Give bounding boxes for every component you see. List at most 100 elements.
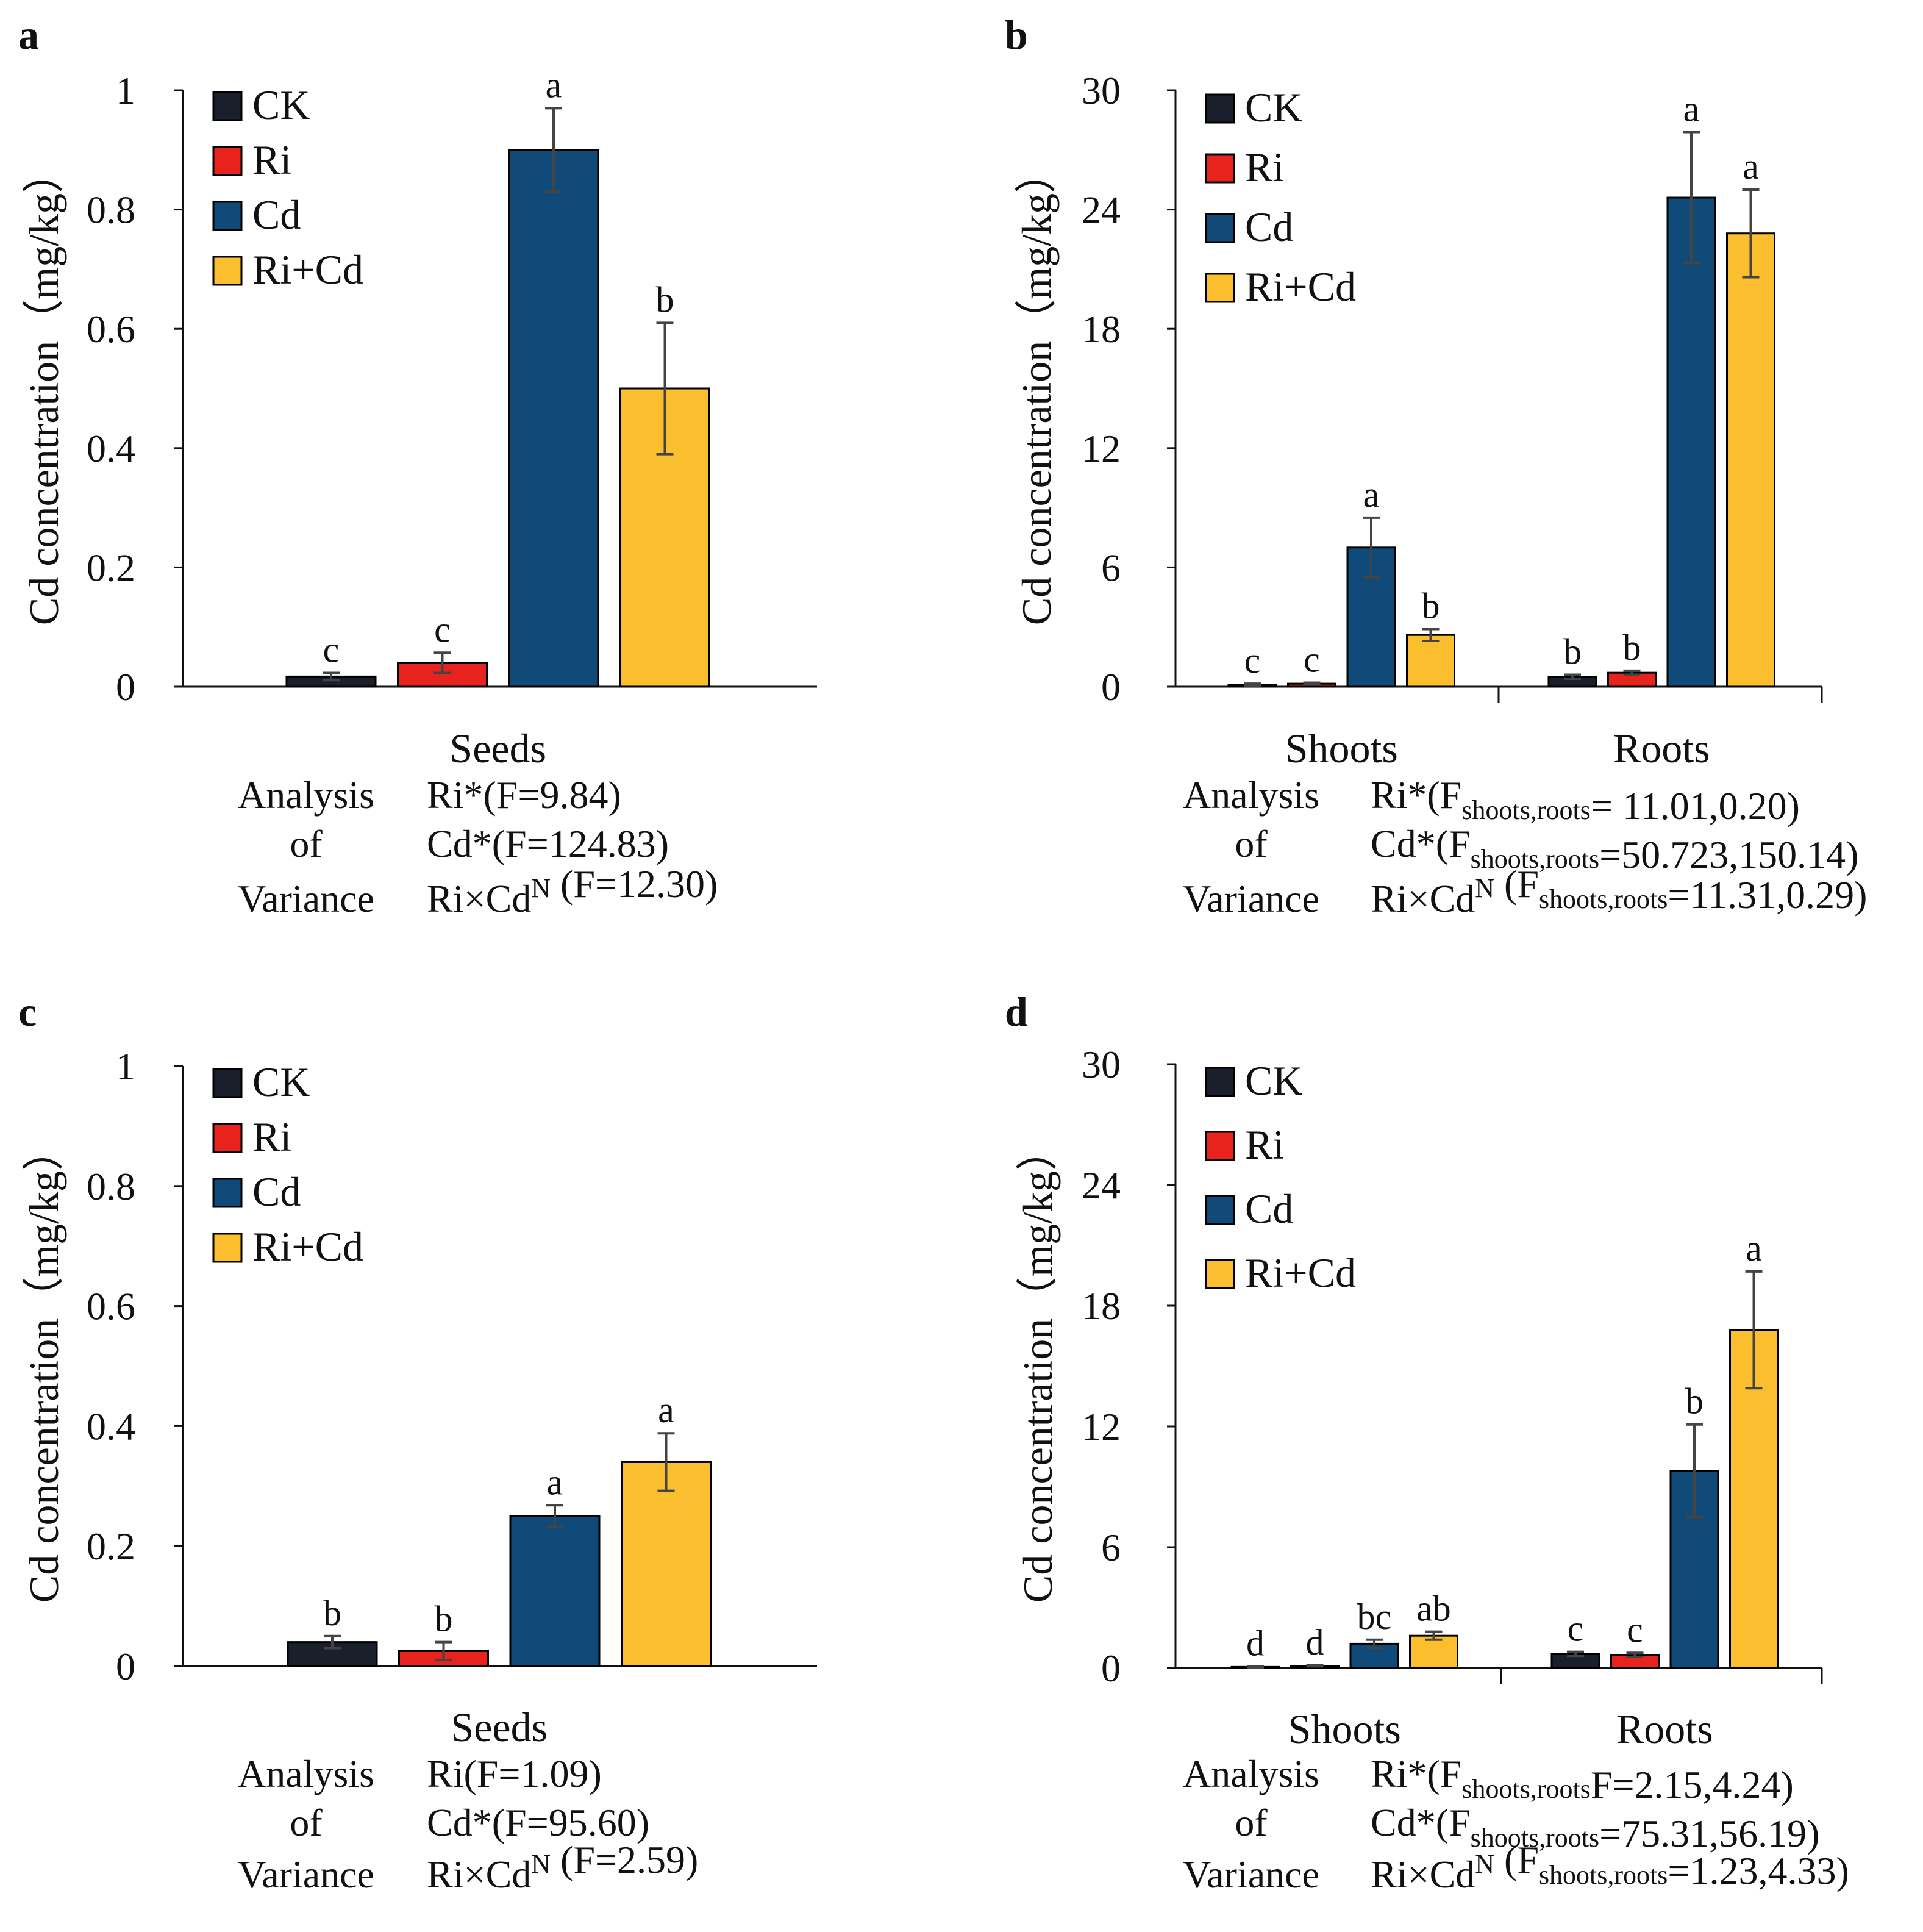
significance-letter: a [658, 1390, 674, 1430]
bar-ri-cd-roots [1726, 232, 1775, 688]
legend-label: Ri [252, 1114, 291, 1160]
significance-letter: d [1306, 1622, 1324, 1662]
anova-a: Ri×Cd [427, 1853, 531, 1896]
category-label: Shoots [1288, 1706, 1401, 1752]
anova-b: =75.31,56.19) [1599, 1812, 1819, 1855]
y-tick-label: 0.4 [87, 1404, 135, 1448]
category-label: Roots [1613, 725, 1710, 771]
significance-letter: d [1246, 1623, 1265, 1664]
anova-b: = 11.01,0.20) [1591, 784, 1800, 828]
anova-b: F=2.15,4.24) [1591, 1763, 1794, 1806]
anova-c: (F [1494, 862, 1539, 906]
category-label: Roots [1616, 1706, 1713, 1752]
significance-letter: c [1244, 640, 1261, 681]
legend-label: Ri [252, 137, 291, 183]
panel-letter: b [1005, 12, 1028, 58]
anova-a: Ri*(F [1371, 1752, 1461, 1795]
anova-label: Analysis [1183, 1752, 1319, 1795]
anova-line: Ri×CdN (Fshoots,roots=11.31,0.29) [1371, 862, 1867, 920]
anova-sup: N [1475, 1849, 1494, 1879]
y-tick-label: 1 [116, 1045, 135, 1088]
anova-a: Cd*(F [1371, 822, 1471, 865]
anova-line: Ri*(Fshoots,roots= 11.01,0.20) [1371, 773, 1800, 828]
significance-letter: c [1568, 1609, 1584, 1649]
anova-a: Ri×Cd [1371, 1853, 1475, 1896]
y-tick-label: 0.2 [87, 546, 135, 589]
anova-line: Ri(F=1.09) [427, 1752, 602, 1795]
bar-ri-cd-shoots [1406, 634, 1455, 688]
y-tick-label: 24 [1082, 1164, 1121, 1207]
anova-b: =11.31,0.29) [1668, 873, 1867, 917]
anova-line: Cd*(Fshoots,roots=75.31,56.19) [1371, 1801, 1819, 1855]
legend-swatch [212, 1178, 243, 1208]
y-tick-label: 0.8 [87, 1165, 135, 1208]
y-tick-label: 0 [1101, 1647, 1121, 1690]
anova-label: Variance [238, 1853, 374, 1896]
panel-c: c 0 0.2 0.4 0.6 0.8 1 Cd concentration（mg/kg） b b… [18, 989, 817, 1896]
y-tick-label: 30 [1082, 1043, 1121, 1086]
anova-line: Ri*(F=9.84) [427, 773, 621, 817]
anova-sub: shoots,roots [1461, 795, 1590, 825]
significance-letter: c [1627, 1609, 1643, 1650]
legend-swatch [212, 146, 243, 176]
y-tick-label: 0.4 [87, 427, 135, 470]
anova-sub: shoots,roots [1539, 1860, 1668, 1890]
anova-b: =1.23,4.33) [1668, 1849, 1849, 1892]
legend-label: Ri [1245, 144, 1284, 190]
panel-letter: d [1005, 989, 1028, 1035]
significance-letter: b [1422, 585, 1440, 626]
anova-line: Cd*(Fshoots,roots=50.723,150.14) [1371, 822, 1858, 876]
y-axis-label: Cd concentration（mg/kg） [1015, 1129, 1061, 1603]
anova-main: Cd*(F=124.83) [427, 822, 669, 865]
category-label: Seeds [451, 1704, 548, 1750]
legend-swatch [212, 256, 243, 286]
y-tick-label: 6 [1101, 546, 1121, 589]
anova-label: Analysis [1183, 773, 1319, 817]
legend-label: Cd [1245, 204, 1293, 250]
anova-a: Ri×Cd [427, 877, 531, 920]
anova-c: (F [1494, 1838, 1539, 1881]
legend-swatch [1205, 1259, 1235, 1289]
bar-cd-seeds [508, 149, 599, 688]
category-label: Shoots [1285, 725, 1398, 771]
anova-a: Ri*(F [1371, 773, 1461, 817]
legend-swatch [212, 1123, 243, 1153]
legend-swatch [212, 1068, 243, 1098]
anova-b: (F=2.59) [551, 1838, 698, 1881]
legend-swatch [1205, 1131, 1235, 1161]
anova-sub: shoots,roots [1461, 1774, 1590, 1804]
y-tick-label: 18 [1082, 307, 1121, 351]
anova-label: Analysis [238, 1752, 374, 1795]
anova-line: Cd*(F=95.60) [427, 1801, 649, 1844]
y-axis-label: Cd concentration（mg/kg） [21, 152, 67, 625]
anova-line: Ri×CdN (F=12.30) [427, 862, 718, 920]
y-tick-label: 1 [116, 69, 135, 112]
bar-ri-cd-shoots [1409, 1634, 1458, 1669]
significance-letter: b [435, 1599, 453, 1639]
anova-label: Variance [1183, 1853, 1319, 1896]
legend-label: Cd [1245, 1186, 1293, 1232]
legend-swatch [1205, 93, 1235, 124]
legend-swatch [1205, 213, 1235, 243]
legend-label: CK [1245, 84, 1302, 131]
category-label: Seeds [449, 725, 546, 771]
legend-swatch [1205, 153, 1235, 184]
legend-swatch [212, 91, 243, 121]
significance-letter: a [1743, 146, 1759, 187]
legend-label: Ri [1245, 1122, 1284, 1168]
anova-label: of [290, 822, 323, 865]
significance-letter: c [434, 609, 451, 649]
bar-ri-seeds [397, 662, 488, 688]
significance-letter: a [546, 65, 562, 105]
y-tick-label: 0.8 [87, 188, 135, 232]
significance-letter: c [323, 630, 340, 670]
y-tick-label: 0 [116, 665, 135, 709]
y-tick-label: 0 [116, 1645, 135, 1688]
panel-letter: a [18, 12, 39, 58]
panel-a: a 0 0.2 0.4 0.6 0.8 1 Cd concentration（mg/kg） c c… [18, 12, 817, 920]
anova-line: Cd*(F=124.83) [427, 822, 669, 865]
legend-label: Ri+Cd [1245, 263, 1356, 310]
significance-letter: a [1683, 88, 1700, 129]
